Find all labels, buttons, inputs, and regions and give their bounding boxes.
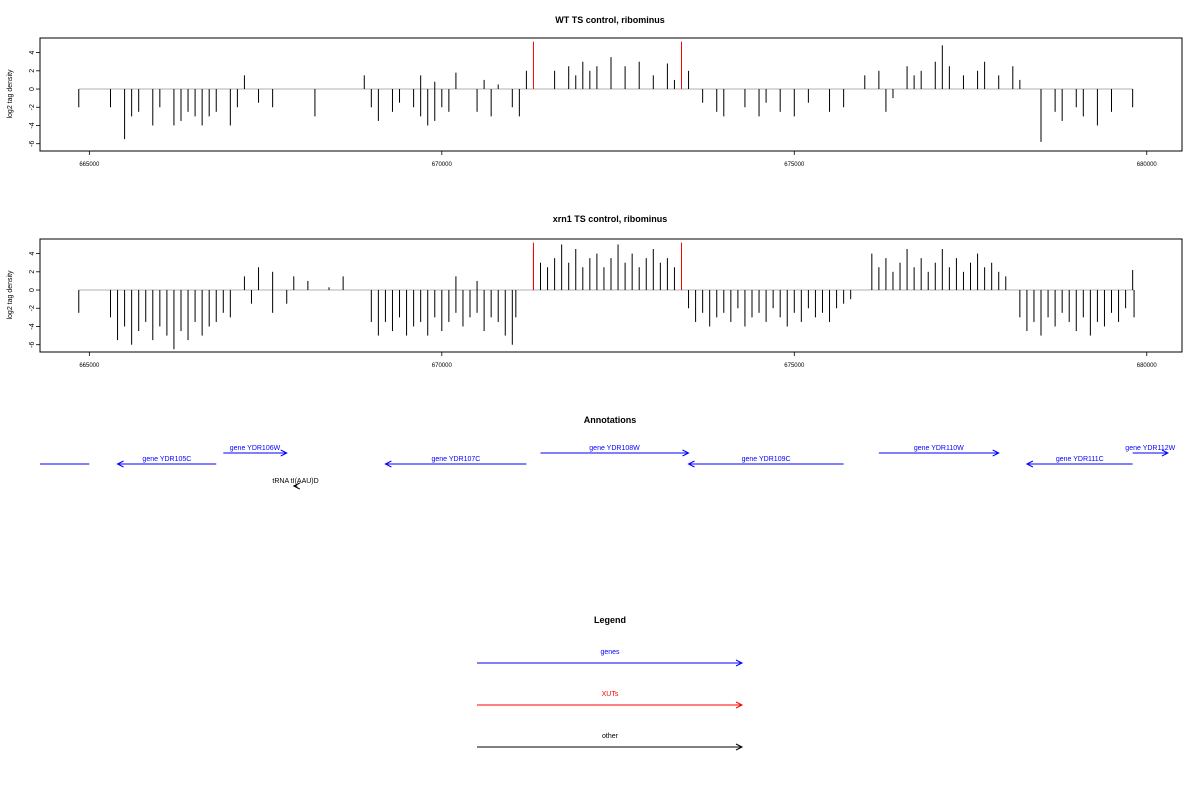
x-tick-label: 675000 [784, 162, 805, 168]
x-tick-label: 680000 [1137, 363, 1158, 369]
arrow-right-icon [735, 659, 744, 667]
annotation-feature: gene YDR110W [878, 445, 1000, 457]
wt-panel-title: WT TS control, ribominus [555, 15, 665, 25]
annotation-feature: gene YDR109C [687, 456, 844, 468]
arrow-right-icon [280, 449, 288, 457]
legend-label: other [602, 733, 619, 740]
xrn1-y-axis-label: log2 tag density [7, 270, 14, 320]
arrow-left-icon [384, 460, 392, 468]
x-tick-label: 665000 [79, 363, 100, 369]
legend-entry: genes [477, 649, 744, 667]
arrow-left-icon [292, 482, 301, 490]
feature-label: gene YDR112W [1125, 445, 1175, 452]
arrow-right-icon [682, 449, 690, 457]
arrow-right-icon [735, 701, 744, 709]
y-tick-label: 0 [29, 87, 36, 91]
xrn1-panel-title: xrn1 TS control, ribominus [553, 214, 668, 224]
wt-plot-frame [39, 37, 1183, 152]
feature-label: gene YDR109C [742, 456, 791, 463]
xrn1-plot-frame [39, 238, 1183, 353]
y-tick-label: 2 [29, 69, 36, 73]
legend: Legend genes XUTs other [477, 615, 744, 751]
annotation-feature: gene YDR108W [540, 445, 690, 457]
feature-label: gene YDR107C [431, 456, 480, 463]
annotation-feature: gene YDR106W [223, 445, 288, 457]
x-tick-label: 665000 [79, 162, 100, 168]
legend-label: XUTs [602, 691, 619, 698]
wt-y-axis-label: log2 tag density [7, 69, 14, 119]
legend-title: Legend [594, 615, 626, 625]
feature-label: tRNA tI(AAU)D [272, 478, 318, 485]
y-tick-label: 0 [29, 288, 36, 292]
y-tick-label: -4 [29, 122, 36, 128]
feature-label: gene YDR110W [914, 445, 964, 452]
y-tick-label: -2 [29, 104, 36, 110]
xrn1-axes: -6 -4 -2 0 2 4 665000 670000 675000 680000 [29, 252, 1157, 369]
x-tick-label: 680000 [1137, 162, 1158, 168]
x-tick-label: 675000 [784, 363, 805, 369]
feature-label: gene YDR111C [1056, 456, 1104, 463]
x-tick-label: 670000 [432, 162, 453, 168]
annotation-feature: gene YDR111C [1025, 456, 1133, 468]
y-tick-label: -4 [29, 323, 36, 329]
y-tick-label: 4 [29, 51, 36, 55]
feature-label: gene YDR108W [589, 445, 640, 452]
y-tick-label: 2 [29, 270, 36, 274]
feature-label: gene YDR106W [230, 445, 281, 452]
arrow-left-icon [116, 460, 124, 468]
annotation-feature: tRNA tI(AAU)D [272, 478, 319, 490]
annotation-feature: gene YDR112W [1125, 445, 1176, 457]
y-tick-label: -2 [29, 305, 36, 311]
annotation-features: gene YDR105C gene YDR106W tRNA tI(AAU)D gen… [40, 445, 1176, 490]
arrow-left-icon [687, 460, 695, 468]
legend-label: genes [600, 649, 620, 656]
arrow-left-icon [1025, 460, 1034, 468]
wt-panel: WT TS control, ribominus log2 tag densit… [7, 15, 1183, 168]
y-tick-label: -6 [29, 140, 36, 146]
arrow-right-icon [992, 449, 1000, 457]
arrow-right-icon [735, 743, 744, 751]
annotations-title: Annotations [584, 415, 637, 425]
legend-entries: genes XUTs other [477, 649, 744, 751]
arrow-right-icon [1161, 449, 1170, 457]
wt-bars [78, 41, 1134, 142]
y-tick-label: -6 [29, 341, 36, 347]
y-tick-label: 4 [29, 252, 36, 256]
annotations-track: Annotations gene YDR105C gene YDR106W tRNA… [40, 415, 1176, 490]
annotation-feature: gene YDR107C [384, 456, 527, 468]
annotation-feature: gene YDR105C [116, 456, 217, 468]
feature-label: gene YDR105C [142, 456, 191, 463]
xrn1-panel: xrn1 TS control, ribominus log2 tag dens… [7, 214, 1183, 369]
legend-entry: XUTs [477, 691, 744, 709]
legend-entry: other [477, 733, 744, 751]
wt-axes: -6 -4 -2 0 2 4 665000 670000 675000 680000 [29, 51, 1157, 168]
xrn1-bars [78, 242, 1135, 350]
x-tick-label: 670000 [432, 363, 453, 369]
